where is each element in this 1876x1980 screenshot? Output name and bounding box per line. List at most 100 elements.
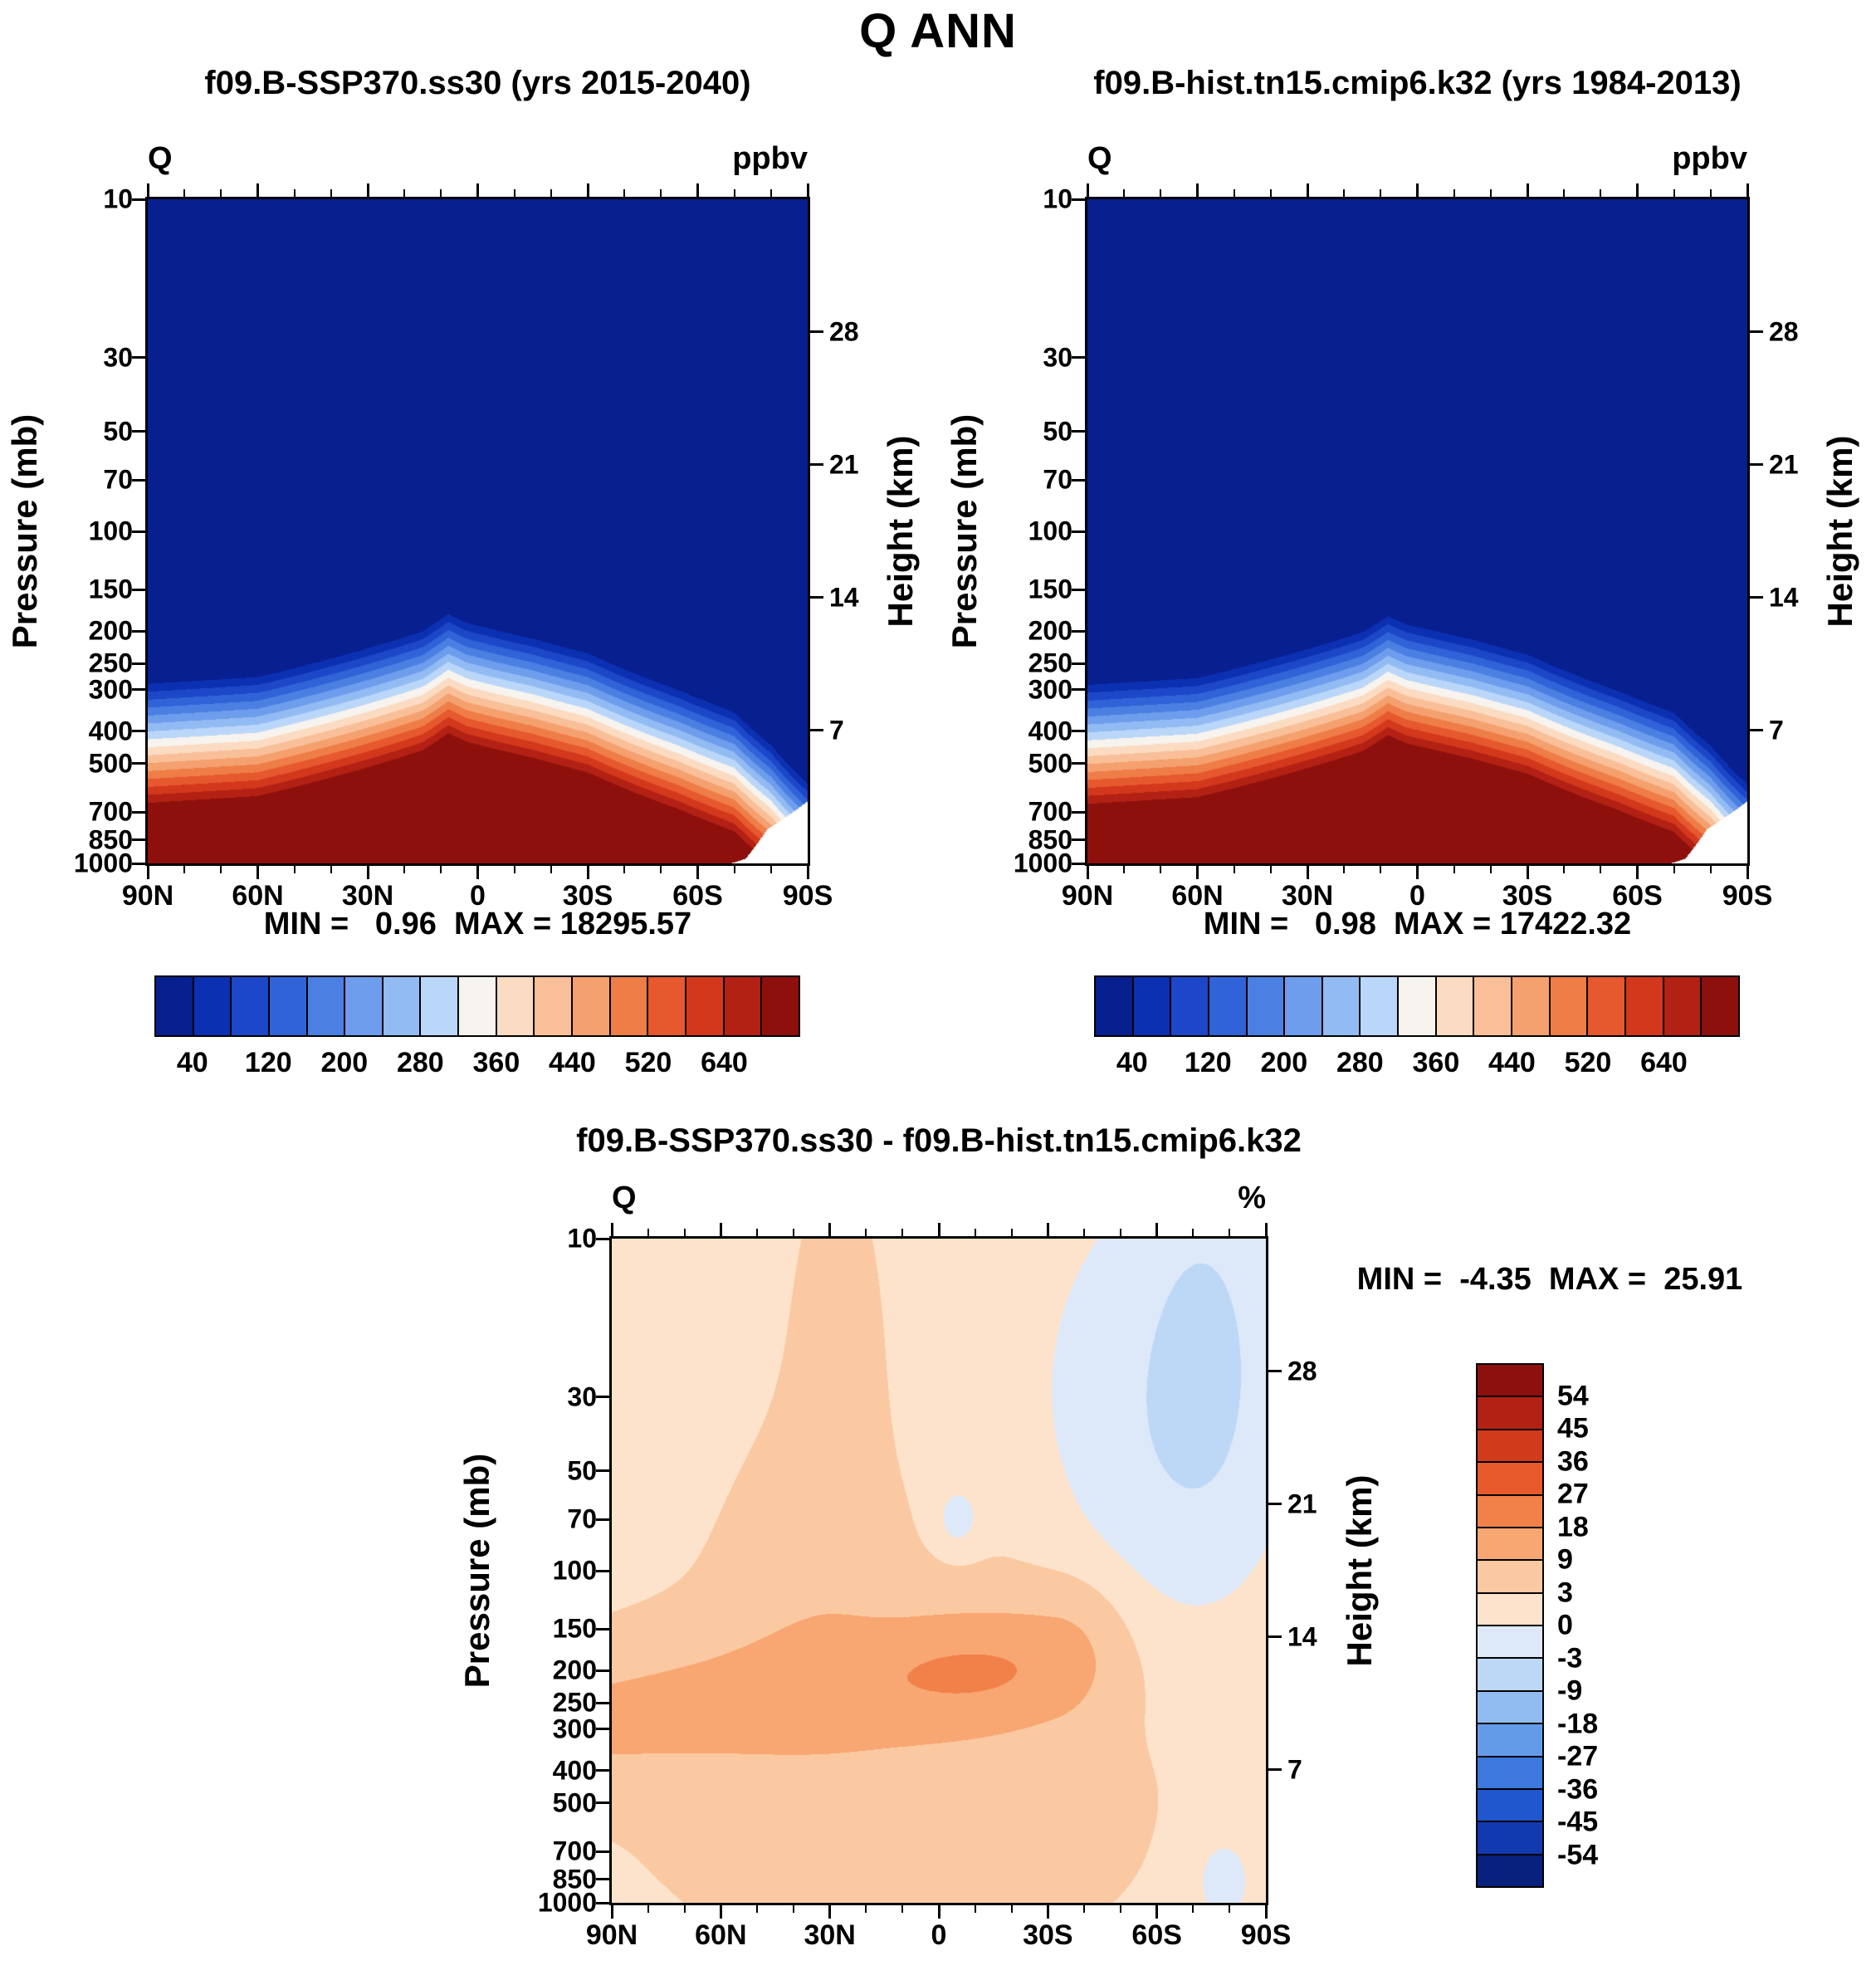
panel-hist-colorbar: [1094, 975, 1740, 1037]
pressure-axis-tick: [132, 430, 145, 433]
colorbar-tick-label: -45: [1557, 1806, 1599, 1838]
x-axis-top-tick: [1673, 189, 1675, 197]
x-tick-label: 30N: [804, 1919, 856, 1951]
colorbar-tick-label: -36: [1557, 1773, 1599, 1805]
colorbar-tick-label: 45: [1557, 1412, 1589, 1445]
pressure-tick-label: 300: [88, 674, 133, 705]
x-axis-top-tick: [806, 183, 809, 197]
x-tick-label: 90N: [585, 1919, 638, 1951]
pressure-axis-tick: [596, 1701, 609, 1704]
x-axis-top-tick: [403, 189, 406, 197]
panel-ssp370-colorbar: [154, 975, 800, 1037]
colorbar-box: [154, 975, 194, 1037]
colorbar-tick-label: 40: [176, 1047, 208, 1078]
x-tick-label: 60S: [1612, 880, 1663, 912]
colorbar-box: [1207, 975, 1248, 1037]
x-axis-top-tick: [146, 183, 149, 197]
x-axis-top-tick: [330, 189, 332, 197]
x-axis-tick: [733, 866, 735, 873]
x-axis-top-tick: [1269, 189, 1272, 197]
colorbar-tick-label: -3: [1557, 1642, 1583, 1674]
pressure-axis-tick: [596, 1802, 609, 1805]
x-axis-top-tick: [719, 1223, 722, 1236]
pressure-tick-label: 500: [88, 748, 133, 779]
x-axis-tick: [1233, 866, 1235, 873]
panel-ssp370-title: f09.B-SSP370.ss30 (yrs 2015-2040): [204, 65, 751, 101]
height-axis-tick: [810, 729, 823, 732]
x-axis-top-tick: [828, 1223, 832, 1236]
x-axis-tick: [647, 1905, 649, 1913]
pressure-tick-label: 400: [552, 1755, 597, 1786]
pressure-tick-label: 400: [1028, 716, 1072, 746]
x-axis-tick: [1306, 866, 1309, 879]
height-axis-tick: [1750, 463, 1763, 467]
height-tick-label: 21: [829, 449, 859, 480]
pressure-tick-label: 250: [552, 1687, 597, 1718]
x-axis-top-tick: [769, 189, 772, 197]
x-axis-top-tick: [1229, 1229, 1231, 1236]
colorbar-box: [608, 975, 649, 1037]
pressure-tick-label: 30: [567, 1381, 597, 1412]
colorbar-tick-label: 120: [244, 1047, 292, 1078]
x-tick-label: 60N: [232, 880, 284, 912]
panel-hist-variable-label: Q: [1087, 141, 1112, 176]
colorbar-tick-label: 120: [1184, 1047, 1232, 1078]
colorbar-box: [1434, 975, 1475, 1037]
panel-diff-contour-plot: [609, 1236, 1268, 1905]
pressure-axis-tick: [1072, 730, 1085, 733]
height-axis-tick: [1268, 1635, 1282, 1639]
pressure-tick-label: 50: [1043, 416, 1072, 447]
x-axis-tick: [550, 866, 552, 873]
pressure-axis-tick: [132, 588, 145, 591]
x-axis-tick: [660, 866, 662, 873]
panel-ssp370-variable-label: Q: [148, 141, 173, 176]
pressure-axis-tick: [596, 1469, 609, 1473]
colorbar-tick-label: 27: [1557, 1478, 1589, 1510]
pressure-tick-label: 70: [103, 464, 133, 495]
colorbar-box: [1476, 1853, 1544, 1888]
colorbar-box: [1476, 1363, 1544, 1398]
pressure-tick-label: 400: [88, 716, 133, 746]
pressure-tick-label: 10: [1043, 183, 1072, 214]
x-axis-tick: [1264, 1905, 1268, 1919]
pressure-axis-tick: [596, 1769, 609, 1772]
pressure-tick-label: 700: [88, 796, 133, 827]
x-axis-tick: [1160, 866, 1162, 873]
colorbar-box: [1321, 975, 1361, 1037]
x-axis-top-tick: [1600, 189, 1602, 197]
x-tick-label: 60S: [1131, 1919, 1182, 1951]
height-tick-label: 7: [829, 715, 844, 746]
x-axis-tick: [1709, 866, 1712, 873]
x-axis-tick: [586, 866, 589, 879]
x-axis-top-tick: [1233, 189, 1235, 197]
height-axis-tick: [1750, 330, 1763, 334]
colorbar-box: [267, 975, 308, 1037]
colorbar-box: [1283, 975, 1323, 1037]
pressure-tick-label: 10: [567, 1223, 597, 1254]
panel-hist-height-axis-title: Height (km): [1820, 435, 1859, 628]
x-axis-tick: [769, 866, 772, 873]
pressure-tick-label: 1000: [73, 848, 133, 878]
x-axis-tick: [1380, 866, 1382, 873]
colorbar-tick-label: 640: [701, 1047, 748, 1078]
pressure-axis-tick: [1072, 198, 1085, 201]
colorbar-box: [381, 975, 422, 1037]
x-axis-top-tick: [293, 189, 296, 197]
x-axis-top-tick: [440, 189, 442, 197]
height-tick-label: 21: [1769, 449, 1799, 480]
x-axis-tick: [696, 866, 699, 879]
x-axis-top-tick: [865, 1229, 867, 1236]
colorbar-tick-label: -27: [1557, 1740, 1599, 1772]
colorbar-box: [760, 975, 800, 1037]
colorbar-box: [684, 975, 725, 1037]
x-axis-tick: [1269, 866, 1272, 873]
x-tick-label: 60S: [672, 880, 723, 912]
colorbar-box: [344, 975, 384, 1037]
pressure-axis-tick: [1072, 629, 1085, 633]
x-axis-tick: [792, 1905, 794, 1913]
x-axis-tick: [256, 866, 259, 879]
colorbar-box: [1131, 975, 1172, 1037]
height-axis-tick: [810, 596, 823, 599]
panel-diff-units-label: %: [1238, 1181, 1266, 1215]
